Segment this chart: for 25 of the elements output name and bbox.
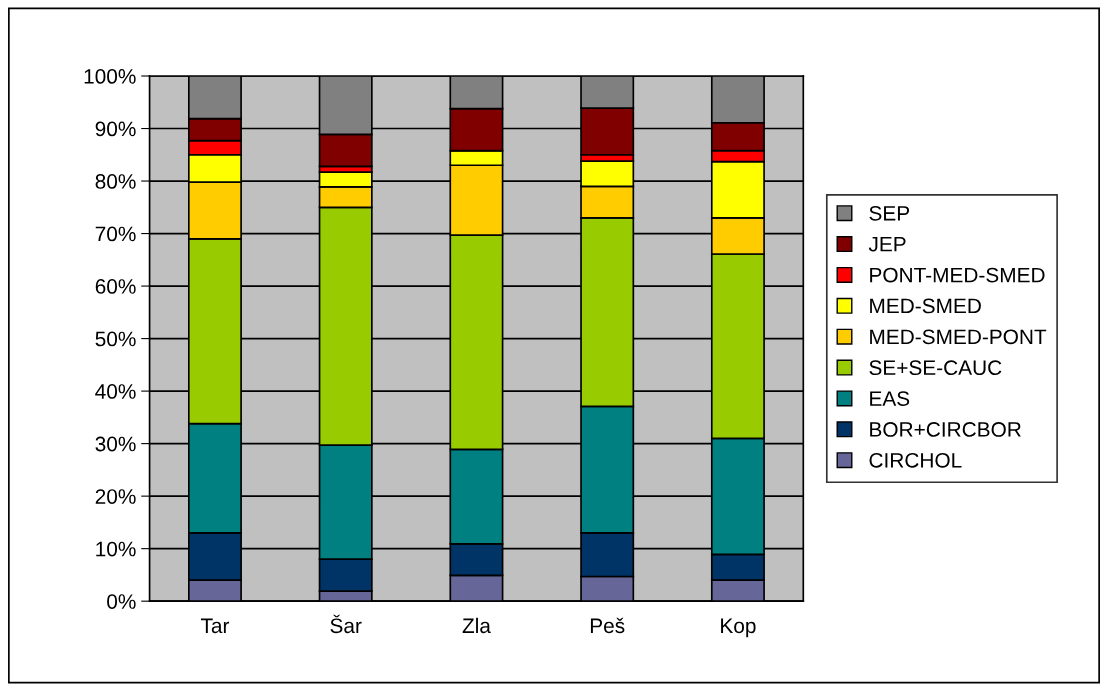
y-tick-label: 30%: [95, 436, 136, 452]
legend-label: JEP: [868, 237, 906, 252]
x-tick-label: Tar: [200, 618, 230, 634]
y-tick-label: 70%: [95, 226, 136, 242]
x-tick-label: Šar: [330, 614, 362, 634]
legend-label: SEP: [869, 205, 910, 221]
legend-label: SE+SE-CAUC: [869, 360, 1002, 376]
x-tick-label: Kop: [721, 618, 756, 638]
y-tick-label: 60%: [95, 279, 136, 294]
legend-label: MED-SMED-PONT: [870, 329, 1047, 345]
y-tick-label: 0%: [107, 594, 136, 609]
legend-label: BOR+CIRCBOR: [870, 422, 1021, 437]
y-tick-label: 20%: [95, 489, 136, 504]
y-tick-label: 100%: [84, 69, 136, 84]
legend-label: MED-SMED: [870, 298, 981, 314]
y-tick-label: 80%: [95, 174, 136, 189]
legend-label: PONT-MED-SMED: [870, 267, 1045, 283]
y-tick-label: 40%: [95, 384, 136, 399]
y-tick-label: 10%: [96, 541, 136, 557]
x-tick-label: Peš: [590, 617, 625, 634]
legend-label: EAS: [870, 391, 910, 406]
legend-label: CIRCHOL: [869, 452, 962, 468]
y-tick-label: 50%: [95, 331, 136, 347]
x-tick-label: Zla: [462, 617, 491, 634]
y-tick-label: 90%: [95, 121, 136, 137]
